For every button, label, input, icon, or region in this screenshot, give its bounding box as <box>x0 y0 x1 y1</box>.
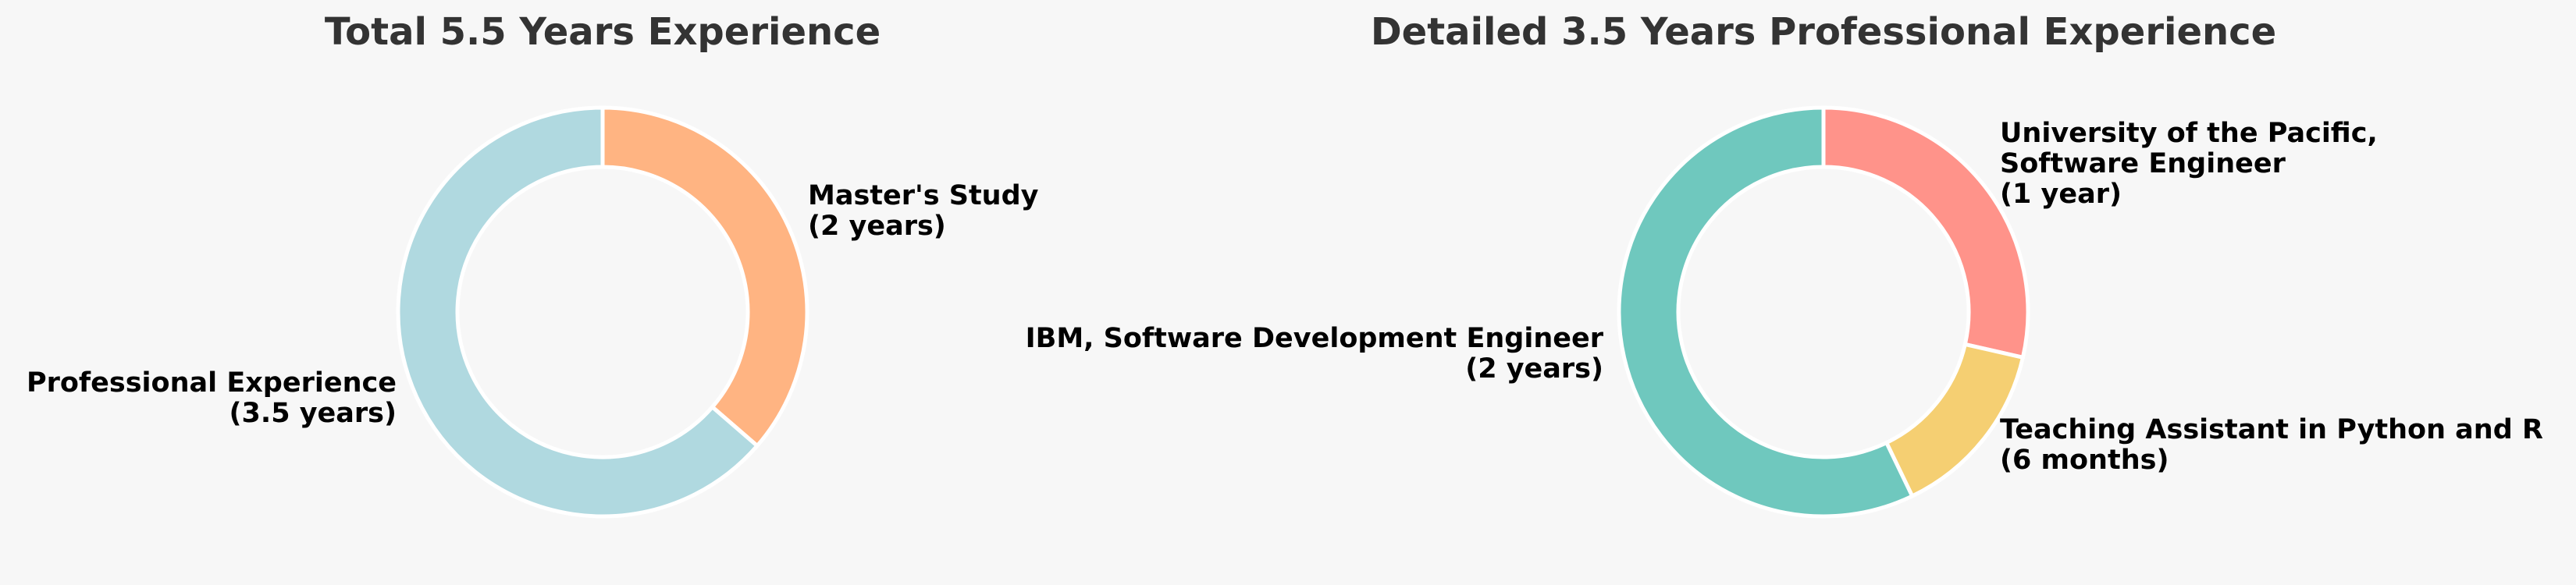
donut-slice <box>1821 105 2030 360</box>
donut-slice <box>600 105 809 448</box>
slice-label-detail: (1 year) <box>2000 179 2122 210</box>
slice-label: Master's Study (2 years) <box>808 180 1039 242</box>
donut-slices <box>1617 105 2030 519</box>
slice-label: University of the Pacific, Software Engin… <box>2000 118 2378 210</box>
slice-label-detail: (2 years) <box>808 211 946 242</box>
slice-label-detail: (3.5 years) <box>229 398 397 429</box>
slice-label-detail: (6 months) <box>2000 445 2169 476</box>
slice-labels: University of the Pacific, Software Engin… <box>1026 118 2543 476</box>
chart-title: Detailed 3.5 Years Professional Experien… <box>1371 10 2276 54</box>
slice-label-name: Professional Experience <box>27 367 397 399</box>
donut-slice <box>1617 105 1915 519</box>
donut-chart-total-experience: Total 5.5 Years Experience Master's Stud… <box>27 10 1039 519</box>
slice-label-name: Teaching Assistant in Python and R <box>2000 414 2543 445</box>
donut-chart-professional-experience: Detailed 3.5 Years Professional Experien… <box>1026 10 2543 519</box>
slice-label: Teaching Assistant in Python and R (6 mon… <box>2000 414 2543 476</box>
slice-label-name: Master's Study <box>808 180 1039 211</box>
slice-label: Professional Experience (3.5 years) <box>27 367 397 429</box>
slice-label-name: University of the Pacific, <box>2000 118 2378 149</box>
donut-slices <box>396 105 809 519</box>
slice-label: IBM, Software Development Engineer (2 yea… <box>1026 323 1604 385</box>
chart-title: Total 5.5 Years Experience <box>325 10 881 54</box>
slice-label-detail: (2 years) <box>1465 353 1603 385</box>
slice-label-name: IBM, Software Development Engineer <box>1026 323 1604 354</box>
donut-slice <box>396 105 760 519</box>
slice-labels: Master's Study (2 years) Professional Expe… <box>27 180 1039 429</box>
slice-label-name: Software Engineer <box>2000 148 2286 179</box>
